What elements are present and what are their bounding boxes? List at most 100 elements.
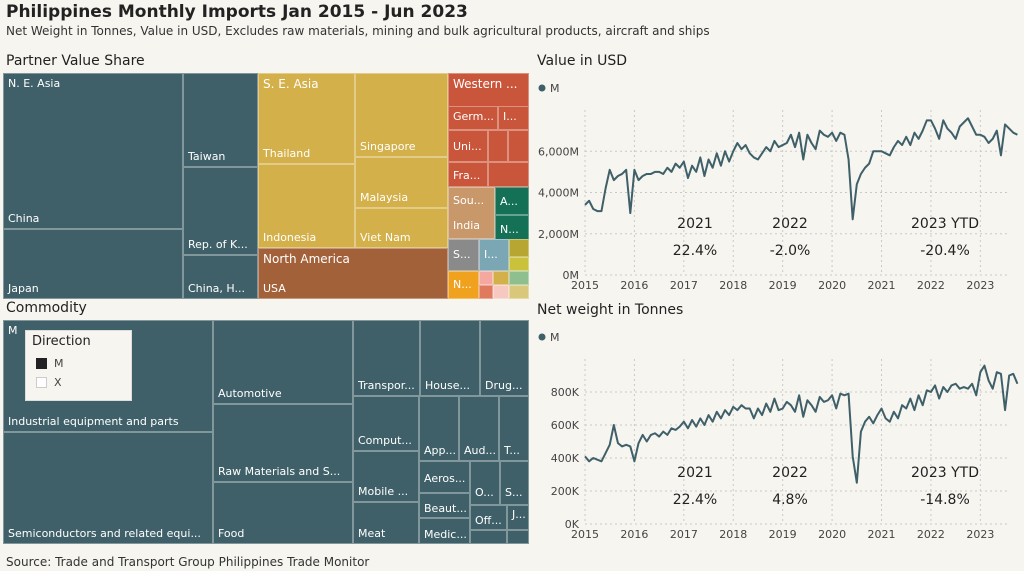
tile-other-6[interactable]	[479, 285, 493, 299]
tile-other-1[interactable]	[509, 239, 529, 257]
legend-swatch-x[interactable]	[36, 377, 47, 388]
tile-japan[interactable]: Japan	[3, 229, 183, 299]
tile-mobile[interactable]: Mobile ...	[353, 451, 419, 502]
tile-label: Fra...	[453, 169, 481, 182]
y-tick-label: 2,000M	[538, 228, 579, 241]
x-tick-label: 2021	[868, 279, 896, 292]
tile-label: S...	[453, 248, 471, 261]
tile-label: A...	[500, 195, 518, 208]
tile-other-2[interactable]	[509, 257, 529, 271]
tile-s[interactable]: S...	[500, 461, 529, 505]
tile-rep-korea[interactable]: Rep. of K...	[183, 167, 258, 255]
tile-small-c2[interactable]	[507, 530, 529, 544]
annotation-year: 2023 YTD	[911, 465, 979, 481]
tile-label: North America	[263, 252, 350, 266]
tile-other-s[interactable]: S...	[448, 239, 479, 271]
annotation-pct: 22.4%	[673, 243, 717, 259]
tile-label: N...	[453, 278, 472, 291]
tile-north-america[interactable]: North America USA	[258, 248, 448, 299]
tile-household[interactable]: House...	[420, 320, 480, 396]
legend-title: Direction	[32, 334, 91, 349]
x-tick-label: 2023	[966, 279, 994, 292]
tile-o[interactable]: O...	[470, 461, 500, 505]
tile-we-small-3[interactable]	[488, 162, 529, 187]
tile-label: Thailand	[263, 147, 311, 160]
legend-dot	[538, 333, 546, 341]
x-tick-label: 2018	[719, 279, 747, 292]
tile-thailand[interactable]: Thailand	[258, 93, 355, 164]
tile-we-small-1[interactable]	[488, 130, 508, 162]
tile-transport[interactable]: Transpor...	[353, 320, 420, 396]
tile-malaysia[interactable]: Malaysia	[355, 157, 448, 208]
tile-label: I...	[484, 248, 498, 261]
tile-label: China	[8, 212, 40, 225]
tile-germany[interactable]: Germ...	[448, 106, 498, 130]
tile-uk[interactable]: Uni...	[448, 130, 488, 162]
tile-nz[interactable]: N...	[495, 215, 529, 241]
tile-taiwan[interactable]: Taiwan	[183, 73, 258, 167]
annotation-pct: -20.4%	[920, 243, 970, 259]
tile-other-n[interactable]: N...	[448, 271, 479, 299]
legend-dot	[538, 84, 546, 92]
x-tick-label: 2016	[620, 528, 648, 541]
tile-indonesia[interactable]: Indonesia	[258, 164, 355, 248]
tile-label: Semiconductors and related equi...	[8, 527, 201, 540]
tile-semiconductors[interactable]: Semiconductors and related equi...	[3, 432, 213, 544]
tile-other-7[interactable]	[493, 285, 509, 299]
legend-label: M	[550, 331, 560, 344]
tile-raw-materials[interactable]: Raw Materials and S...	[213, 404, 353, 482]
annotation-pct: -14.8%	[920, 492, 970, 508]
tile-aerospace[interactable]: Aeros...	[419, 461, 470, 493]
legend-item-x[interactable]: X	[54, 376, 62, 389]
tile-label: Food	[218, 527, 245, 540]
tile-china-hk[interactable]: China, H...	[183, 255, 258, 299]
partner-treemap: N. E. Asia China Japan Taiwan Rep. of K.…	[3, 73, 529, 299]
tile-meat[interactable]: Meat	[353, 502, 419, 544]
tile-automotive[interactable]: Automotive	[213, 320, 353, 404]
tile-food[interactable]: Food	[213, 482, 353, 544]
tile-label: Raw Materials and S...	[218, 465, 341, 478]
x-tick-label: 2017	[670, 279, 698, 292]
tile-audio[interactable]: Aud...	[459, 396, 499, 461]
legend-item-m[interactable]: M	[54, 357, 64, 370]
tile-label: S. E. Asia	[263, 77, 319, 91]
tile-other-8[interactable]	[509, 285, 529, 299]
legend-swatch-m[interactable]	[36, 358, 47, 369]
tile-other-i[interactable]: I...	[479, 239, 509, 271]
y-tick-label: 200K	[551, 485, 580, 498]
tile-other-5[interactable]	[509, 271, 529, 285]
tile-other-3[interactable]	[479, 271, 493, 285]
tile-apparel[interactable]: App...	[419, 396, 459, 461]
annotation-pct: -2.0%	[770, 243, 811, 259]
tile-france[interactable]: Fra...	[448, 162, 488, 187]
tile-drugs[interactable]: Drug...	[480, 320, 529, 396]
tile-computers[interactable]: Comput...	[353, 396, 419, 451]
tile-medical[interactable]: Medic...	[419, 518, 470, 544]
y-tick-label: 0M	[563, 269, 580, 282]
tile-south-asia[interactable]: Sou... India	[448, 187, 495, 239]
tile-label: N. E. Asia	[8, 77, 61, 90]
tile-t[interactable]: T...	[499, 396, 529, 461]
tile-label: S...	[505, 486, 523, 499]
x-tick-label: 2023	[966, 528, 994, 541]
tile-other-4[interactable]	[493, 271, 509, 285]
annotation-year: 2023 YTD	[911, 216, 979, 232]
tile-beauty[interactable]: Beaut...	[419, 493, 470, 518]
tile-label: Beaut...	[424, 502, 467, 515]
legend-label: M	[550, 82, 560, 95]
tile-label-m: M	[8, 324, 18, 337]
tile-office[interactable]: Off...	[470, 505, 507, 530]
tile-label: Automotive	[218, 387, 282, 400]
tile-italy[interactable]: I...	[498, 106, 529, 130]
tile-small-c1[interactable]	[470, 530, 507, 544]
tile-we-small-2[interactable]	[508, 130, 529, 162]
tile-singapore[interactable]: Singapore	[355, 73, 448, 157]
tile-china[interactable]: China	[3, 123, 183, 229]
x-tick-label: 2018	[719, 528, 747, 541]
tile-vietnam[interactable]: Viet Nam	[355, 208, 448, 248]
tile-australia[interactable]: A...	[495, 187, 529, 215]
weight-line-chart: M 0K 200K 400K 600K 800K 2015 2016 2017 2018 2019 2…	[538, 331, 1019, 541]
tile-j[interactable]: J...	[507, 505, 529, 530]
annotation-year: 2021	[677, 465, 713, 481]
tile-label-usa: USA	[263, 282, 286, 295]
